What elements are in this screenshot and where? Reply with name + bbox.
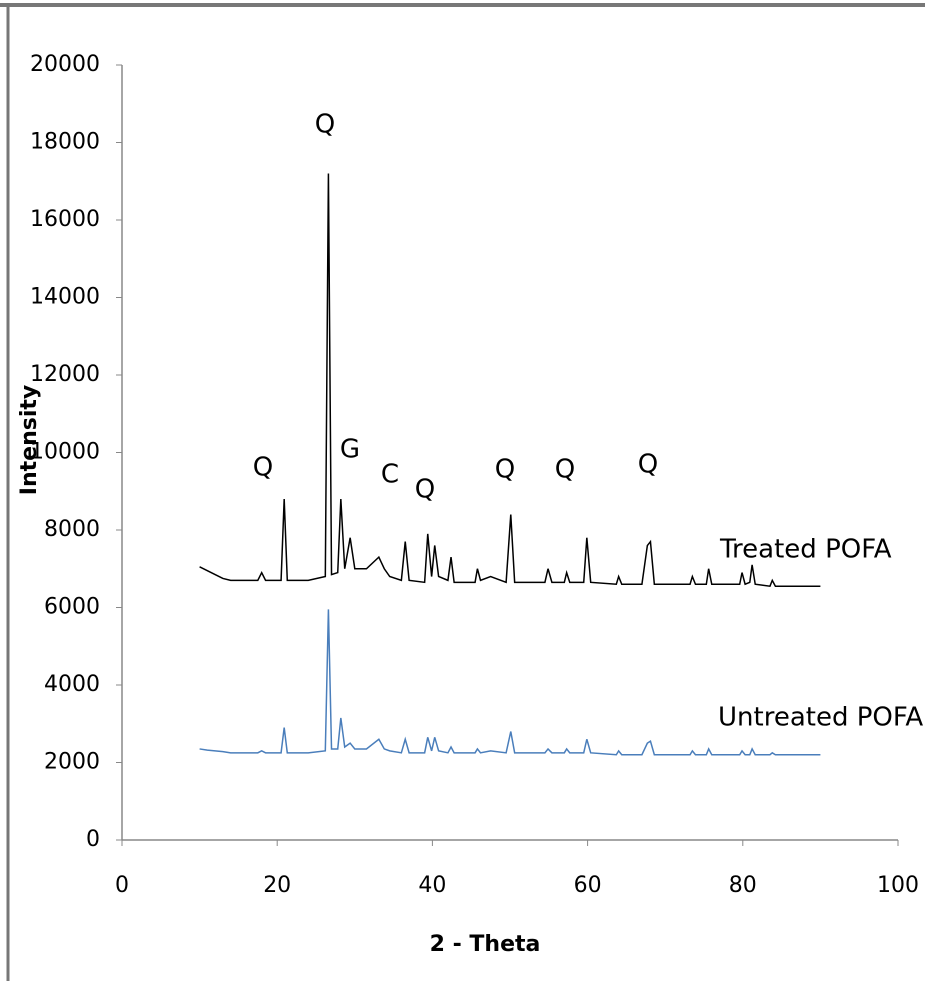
y-tick-label: 12000 [30,362,100,387]
y-axis-title: Intensity [17,385,42,495]
peak-annotation: Q [415,475,435,505]
x-tick-label: 100 [877,873,919,898]
x-axis-title: 2 - Theta [430,932,541,957]
y-tick-label: 14000 [30,285,100,310]
series-label: Treated POFA [719,535,892,565]
y-tick-label: 20000 [30,52,100,77]
x-tick-label: 0 [115,873,129,898]
x-tick-label: 20 [263,873,291,898]
y-tick-label: 4000 [44,672,100,697]
series-line [199,609,821,756]
y-tick-label: 2000 [44,750,100,775]
peak-annotation: Q [555,455,575,485]
peak-annotation: Q [253,453,273,483]
x-tick-label: 80 [729,873,757,898]
peak-annotation: Q [315,110,335,140]
y-tick-label: 6000 [44,595,100,620]
series-label: Untreated POFA [718,703,923,733]
y-tick-label: 16000 [30,207,100,232]
peak-annotation: G [340,435,360,465]
x-tick-label: 40 [418,873,446,898]
series-line [199,173,821,588]
y-tick-label: 18000 [30,130,100,155]
y-tick-label: 10000 [30,440,100,465]
peak-annotation: Q [495,455,515,485]
y-tick-label: 0 [86,827,100,852]
x-tick-label: 60 [574,873,602,898]
peak-annotation: C [381,460,399,490]
y-tick-label: 8000 [44,517,100,542]
peak-annotation: Q [638,450,658,480]
